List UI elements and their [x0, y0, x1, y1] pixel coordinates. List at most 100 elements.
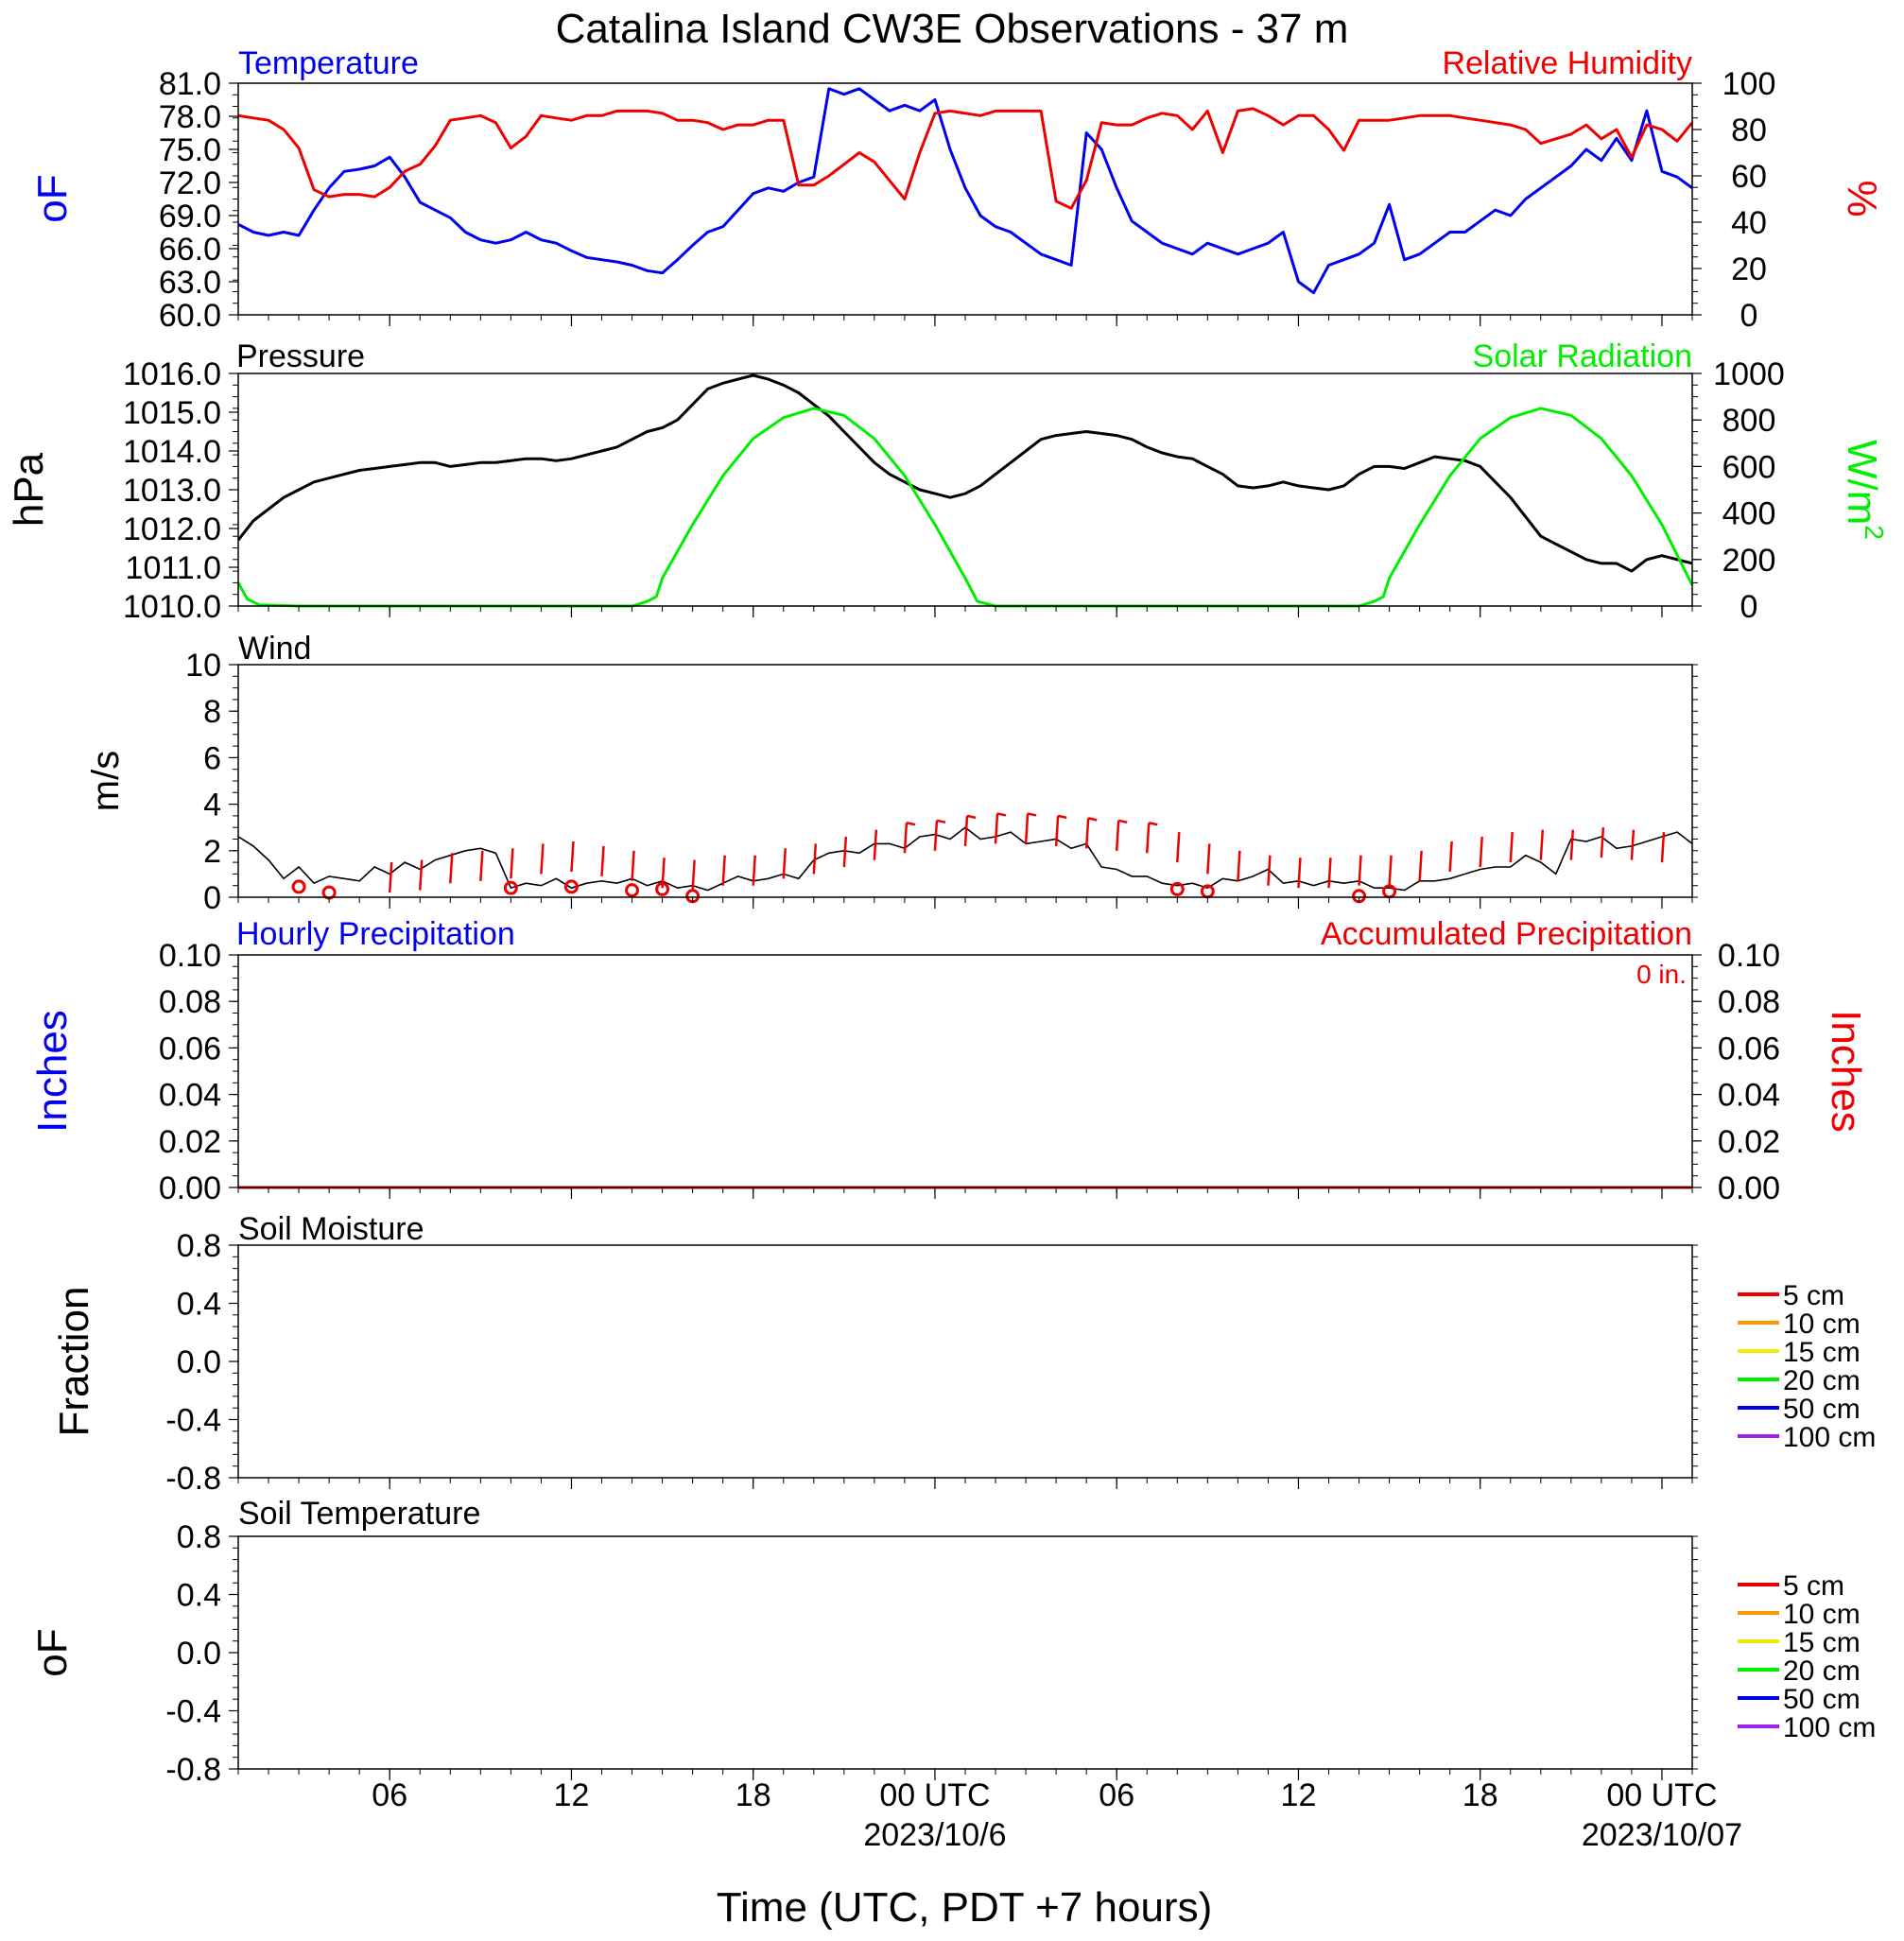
wind-barb: [1237, 850, 1241, 881]
tick-label: 200: [1722, 543, 1776, 579]
wind-barb: [1660, 832, 1666, 863]
wind-barb: [570, 841, 575, 873]
tick-label: 0.00: [1718, 1170, 1780, 1206]
temperature-series-line: [237, 87, 1693, 295]
wind-barb: [1206, 843, 1211, 875]
panel-pressure-solar: Pressure Solar Radiation hPa W/m2 1016.0…: [6, 338, 1889, 625]
tick-label: 600: [1722, 449, 1776, 485]
tick-label: 1000: [1713, 356, 1785, 392]
humidity-title: Relative Humidity: [1442, 45, 1692, 81]
solar-unit-base: W/m: [1839, 440, 1885, 525]
tick-label: -0.4: [165, 1694, 221, 1730]
accum-precip-title: Accumulated Precipitation: [1321, 916, 1692, 952]
tick-label: 1011.0: [126, 550, 221, 586]
tick-label: 0: [1740, 589, 1758, 625]
x-tick-label: 00 UTC: [879, 1777, 990, 1813]
tick-label: 1012.0: [123, 511, 221, 547]
calm-wind-marker: [1169, 881, 1185, 896]
tick-label: 800: [1722, 403, 1776, 439]
solar-unit-sup: 2: [1860, 525, 1889, 540]
tick-label: 0.08: [1718, 984, 1780, 1020]
legend-label: 20 cm: [1783, 1655, 1861, 1687]
tick-label: 80: [1731, 113, 1767, 148]
x-tick-date-label: 2023/10/6: [863, 1817, 1006, 1853]
wind-barb: [1388, 855, 1393, 886]
calm-wind-marker: [655, 881, 670, 896]
wind-barb: [1600, 827, 1605, 858]
calm-wind-marker: [563, 879, 579, 894]
wind-barb: [1479, 836, 1483, 868]
tick-label: 72.0: [159, 165, 221, 201]
wind-barb-flag: [1027, 812, 1037, 817]
tick-label: 40: [1731, 205, 1767, 241]
calm-wind-marker: [503, 880, 518, 895]
legend-label: 10 cm: [1783, 1599, 1861, 1630]
x-tick-label: 18: [1463, 1777, 1498, 1813]
tick-label: 60.0: [159, 298, 221, 334]
tick-label: 1010.0: [123, 589, 221, 625]
accum-precip-unit-label: Inches: [1823, 1010, 1869, 1133]
wind-barb: [388, 862, 393, 893]
wind-barb-flag: [1117, 819, 1128, 824]
pressure-title: Pressure: [236, 338, 365, 374]
wind-barb: [812, 843, 818, 875]
tick-label: 400: [1722, 496, 1776, 532]
wind-barb: [1054, 815, 1060, 846]
wind-barb: [1024, 813, 1030, 844]
accum-precip-tick-labels: 0.10 0.08 0.06 0.04 0.02 0.00: [1692, 938, 1780, 1206]
accum-precip-total: 0 in.: [1636, 960, 1687, 989]
hourly-precip-title: Hourly Precipitation: [236, 916, 515, 952]
tick-label: 0.06: [159, 1031, 221, 1066]
wind-barb: [782, 848, 787, 879]
legend-label: 20 cm: [1783, 1365, 1861, 1396]
wind-barb-flag: [936, 819, 946, 824]
tick-label: 0.06: [1718, 1031, 1780, 1066]
x-tick-date-label: 2023/10/07: [1582, 1817, 1742, 1853]
tick-label: 1014.0: [123, 434, 221, 470]
wind-barb: [752, 855, 756, 886]
tick-label: 0.08: [159, 984, 221, 1020]
wind-barb: [1539, 829, 1545, 860]
x-tick-label: 18: [736, 1777, 771, 1813]
wind-barb: [1084, 818, 1090, 849]
legend-label: 100 cm: [1783, 1422, 1876, 1453]
tick-label: 0.0: [177, 1344, 221, 1380]
wind-barb: [600, 845, 605, 876]
tick-label: -0.8: [165, 1461, 221, 1497]
legend-label: 15 cm: [1783, 1337, 1861, 1368]
wind-barb: [963, 815, 969, 846]
wind-barb-flag: [996, 812, 1007, 817]
tick-label: 78.0: [159, 99, 221, 135]
wind-barb: [540, 843, 545, 875]
soil-temperature-unit-label: oF: [29, 1628, 76, 1676]
pressure-unit-label: hPa: [6, 452, 52, 527]
x-axis-label: Time (UTC, PDT +7 hours): [717, 1884, 1212, 1931]
temperature-unit-label: oF: [29, 174, 76, 222]
wind-barb-flag: [906, 822, 916, 826]
legend-label: 10 cm: [1783, 1308, 1861, 1340]
tick-label: 0.00: [159, 1170, 221, 1206]
tick-label: 8: [203, 694, 221, 730]
tick-label: 69.0: [159, 199, 221, 234]
tick-label: 0.02: [159, 1124, 221, 1160]
tick-label: 4: [203, 788, 221, 823]
tick-label: 6: [203, 740, 221, 776]
tick-label: 0.10: [1718, 938, 1780, 974]
wind-barb: [691, 859, 696, 891]
wind-title: Wind: [238, 631, 311, 667]
tick-label: 1016.0: [123, 356, 221, 392]
calm-wind-marker: [291, 879, 306, 894]
panel-wind: Wind m/s 10 8 6 4 2 0: [85, 631, 1693, 916]
x-tick-label: 00 UTC: [1606, 1777, 1717, 1813]
tick-label: 0: [1740, 298, 1758, 334]
tick-label: 0: [203, 880, 221, 916]
wind-unit-label: m/s: [85, 751, 127, 811]
solar-series-line: [236, 407, 1694, 608]
wind-barb: [903, 823, 909, 854]
tick-label: 2: [203, 834, 221, 870]
wind-barb-flag: [1148, 822, 1158, 826]
temperature-tick-labels: 81.078.075.072.069.066.063.060.0: [159, 66, 238, 334]
x-tick-label: 06: [372, 1777, 407, 1813]
